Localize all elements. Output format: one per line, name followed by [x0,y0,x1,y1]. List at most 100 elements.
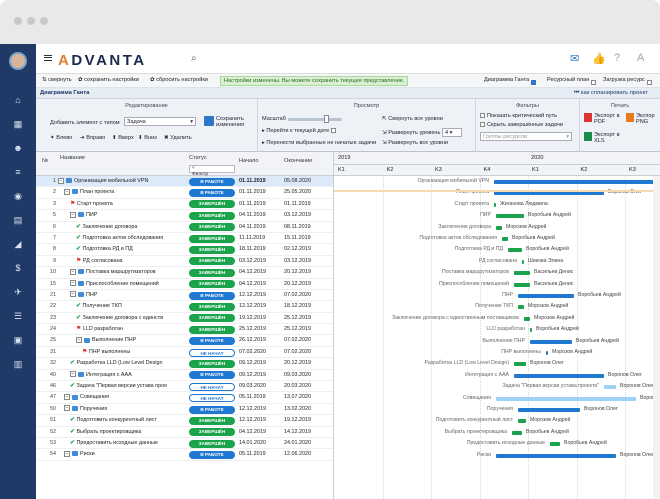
gantt-bar[interactable] [502,237,508,241]
gantt-bar[interactable] [496,225,502,230]
expand-icon[interactable]: − [70,280,76,287]
expand-icon[interactable]: − [58,177,64,184]
row-name[interactable]: − ПНР [70,291,98,298]
expand-icon[interactable]: − [76,337,82,344]
resource-groups-select[interactable]: Группы ресурсов ▾ [480,132,572,141]
collapse-link[interactable]: ⇅ свернуть [42,77,72,83]
gantt-bar[interactable] [546,351,548,355]
expand-icon[interactable]: − [64,188,70,195]
scale-slider[interactable] [288,115,342,123]
resource-load-toggle[interactable]: Загрузка ресурс [603,77,652,85]
logo[interactable]: ADVANTA [58,52,147,69]
dollar-icon[interactable]: $ [15,263,21,273]
window-dot-icon[interactable] [27,17,35,25]
status-badge[interactable]: ЗАВЕРШЁН [189,211,235,220]
status-badge[interactable]: ЗАВЕРШЁН [189,200,235,209]
gantt-bar[interactable] [518,305,524,310]
table-row[interactable]: 2 − План проекта В РАБОТЕ 01.11.2019 25.05.20… [36,187,333,199]
window-dot-icon[interactable] [40,17,48,25]
table-row[interactable]: 23 ✔ Заключение договора с единств ЗАВЕРШЁ… [36,313,333,325]
tasks-icon[interactable]: ☰ [13,311,23,321]
row-name[interactable]: ✔ Выбрать проектировщика [70,428,142,435]
status-badge[interactable]: В РАБОТЕ [189,405,235,414]
row-name[interactable]: ✔ Подготовка актов обследования [76,234,164,241]
chart-icon[interactable]: ◢ [14,239,22,249]
table-row[interactable]: 31 ⚑ ПНР выполнены НЕ НАЧАТ 07.02.2020 07.02… [36,347,333,359]
column-name-header[interactable]: Название [60,155,85,161]
expand-icon[interactable]: − [64,394,70,400]
column-id-header[interactable]: № [42,158,49,164]
gantt-bar[interactable] [512,430,522,435]
row-name[interactable]: − Приспособление помещений [70,280,159,287]
table-row[interactable]: 3 ⚑ Старт проекта ЗАВЕРШЁН 01.11.2019 01.11.… [36,199,333,211]
row-name[interactable]: ⚑ LLD разработан [76,326,124,333]
table-row[interactable]: 15 − Приспособление помещений ЗАВЕРШЁН 04.12… [36,279,333,290]
avatar[interactable] [9,52,27,70]
table-row[interactable]: 50 − Поручения В РАБОТЕ 12.12.2019 13.02.2020 [36,404,333,416]
expand-icon[interactable]: − [64,450,70,457]
gantt-bar[interactable] [494,191,604,196]
mail-icon[interactable]: ✉ [570,53,580,65]
element-type-select[interactable]: Задача ▾ [124,117,196,126]
column-status-header[interactable]: Статус [189,155,207,161]
row-name[interactable]: − Поручения [64,405,108,412]
gantt-bar[interactable] [522,259,524,264]
gantt-bar[interactable] [494,202,496,207]
status-badge[interactable]: ЗАВЕРШЁН [189,280,235,289]
row-name[interactable]: ⚑ РД согласована [76,257,123,264]
hide-done-checkbox[interactable]: Скрыть завершённые задачи [480,122,563,128]
row-name[interactable]: − План проекта [64,188,115,196]
move-left-button[interactable]: ✦ Влево [50,135,73,141]
table-row[interactable]: 52 ✔ Выбрать проектировщика ЗАВЕРШЁН 04.12.… [36,427,333,438]
table-row[interactable]: 21 − ПНР В РАБОТЕ 12.12.2019 07.02.2020 [36,290,333,302]
status-badge[interactable]: В РАБОТЕ [189,177,235,186]
expand-icon[interactable]: − [70,211,76,218]
table-icon[interactable]: ▣ [13,335,23,345]
status-badge[interactable]: ЗАВЕРШЁН [189,234,235,243]
table-row[interactable]: 24 ⚑ LLD разработан ЗАВЕРШЁН 25.12.2019 25.1… [36,324,333,336]
goto-date-button[interactable]: ▸ Перейти к текущей дате [262,128,337,134]
row-name[interactable]: ⚑ ПНР выполнены [82,348,131,355]
how-to-plan-link[interactable]: ⏮ как спланировать проект [574,90,648,96]
row-name[interactable]: − ПИР [70,211,98,219]
expand-icon[interactable]: − [70,371,76,378]
font-size-icon[interactable]: A [637,52,645,64]
table-row[interactable]: 40 − Интеграция с ААА В РАБОТЕ 09.12.2019 09.… [36,370,333,382]
row-name[interactable]: − Риски [64,450,95,458]
save-settings-link[interactable]: ✿ сохранить настройки [78,77,139,83]
status-badge[interactable]: ЗАВЕРШЁН [189,359,235,368]
status-badge[interactable]: ЗАВЕРШЁН [189,325,235,334]
row-name[interactable]: − Интеграция с ААА [70,371,132,378]
expand-level-button[interactable]: ⇲ Развернуть уровень 4 ▾ [382,128,462,137]
resource-plan-toggle[interactable]: Ресурсный план [547,77,597,85]
menu-icon[interactable] [44,55,52,61]
status-badge[interactable]: В РАБОТЕ [189,291,235,300]
delete-button[interactable]: ✖ Удалить [164,135,192,141]
search-icon[interactable]: ⌕ [191,53,197,64]
table-row[interactable]: 5 − ПИР ЗАВЕРШЁН 04.11.2019 03.12.2019 [36,210,333,222]
gantt-bar[interactable] [524,316,530,321]
gantt-bar[interactable] [514,271,530,276]
table-row[interactable]: 8 ✔ Подготовка РД и ПД ЗАВЕРШЁН 18.11.2019 0… [36,244,333,256]
gantt-bar[interactable] [518,419,526,424]
row-name[interactable]: − Организация мобильной VPN [58,177,149,184]
move-right-button[interactable]: ➜ Вправо [80,135,106,141]
table-row[interactable]: 46 ✔ Задача "Первая версии устава прое НЕ … [36,381,333,393]
row-name[interactable]: − Выполнение ПНР [76,337,137,344]
row-name[interactable]: − Совещания [64,394,110,401]
row-name[interactable]: ✔ Подготовка РД и ПД [76,246,133,253]
move-down-button[interactable]: ⬇ Вниз [138,135,157,141]
column-start-header[interactable]: Начало [239,158,259,164]
gantt-bar[interactable] [530,328,532,333]
table-row[interactable]: 51 ✔ Подготовить конкурентный лист ЗАВЕРШЁ… [36,415,333,427]
table-row[interactable]: 6 ✔ Заключение договора ЗАВЕРШЁН 04.11.2019… [36,222,333,233]
status-badge[interactable]: ЗАВЕРШЁН [189,428,235,437]
gantt-bar[interactable] [604,385,616,390]
status-badge[interactable]: В РАБОТЕ [189,337,235,346]
status-badge[interactable]: НЕ НАЧАТ [189,348,235,357]
gantt-bar[interactable] [496,214,524,219]
list-icon[interactable]: ≡ [15,167,21,177]
like-icon[interactable]: 👍 [592,53,606,65]
status-badge[interactable]: ЗАВЕРШЁН [189,246,235,255]
export-png-button[interactable]: Экспор PNG [626,113,660,125]
